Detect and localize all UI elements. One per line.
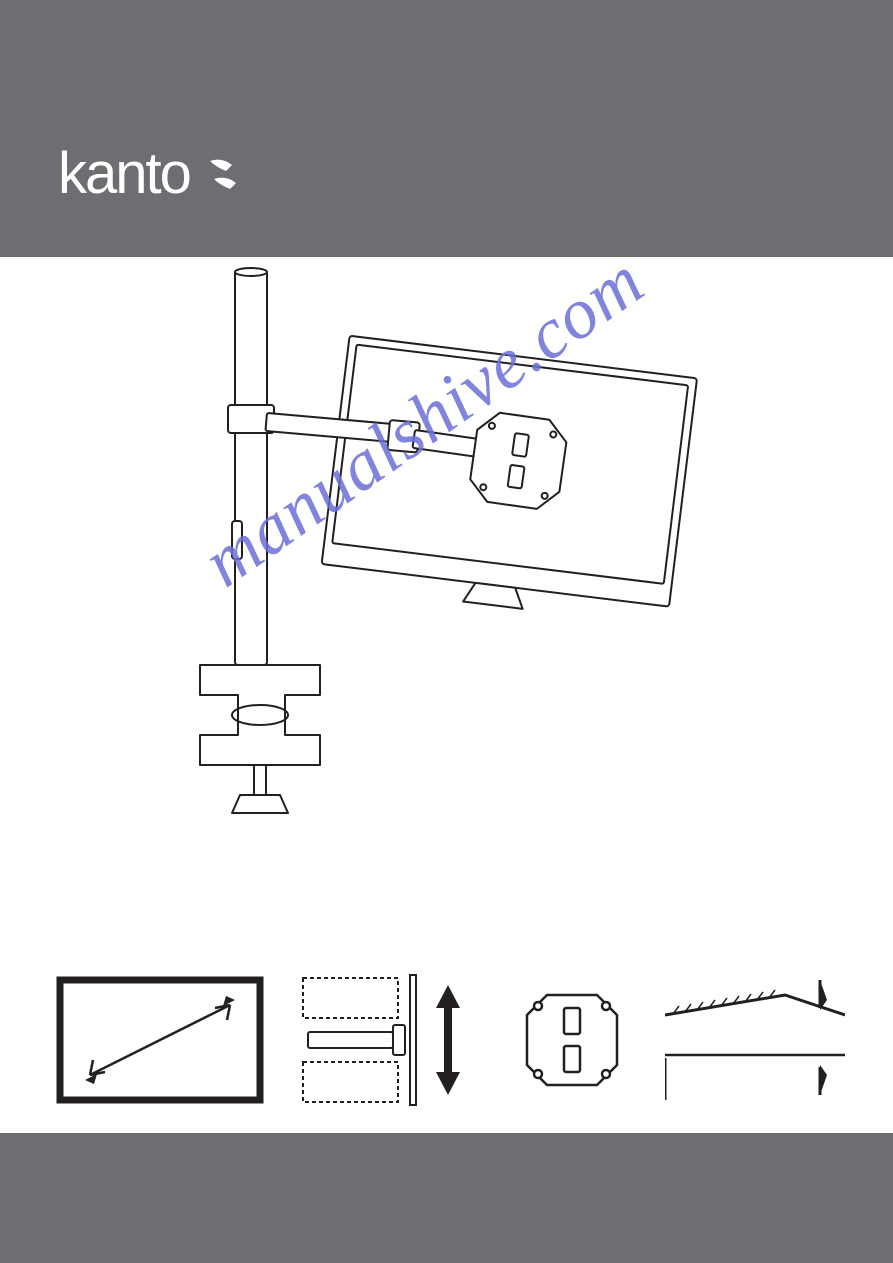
screen-diagonal-icon	[55, 970, 265, 1110]
desk-thickness-icon	[665, 970, 845, 1110]
spec-icons-row	[55, 970, 845, 1110]
page-header: kanto	[0, 0, 893, 257]
page-footer	[0, 1133, 893, 1263]
product-illustration	[140, 265, 760, 825]
vesa-plate-icon	[512, 980, 632, 1100]
height-adjust-icon	[298, 970, 478, 1110]
brand-logo: kanto	[58, 140, 244, 207]
brand-mark-icon	[202, 153, 244, 195]
brand-name: kanto	[58, 140, 190, 207]
